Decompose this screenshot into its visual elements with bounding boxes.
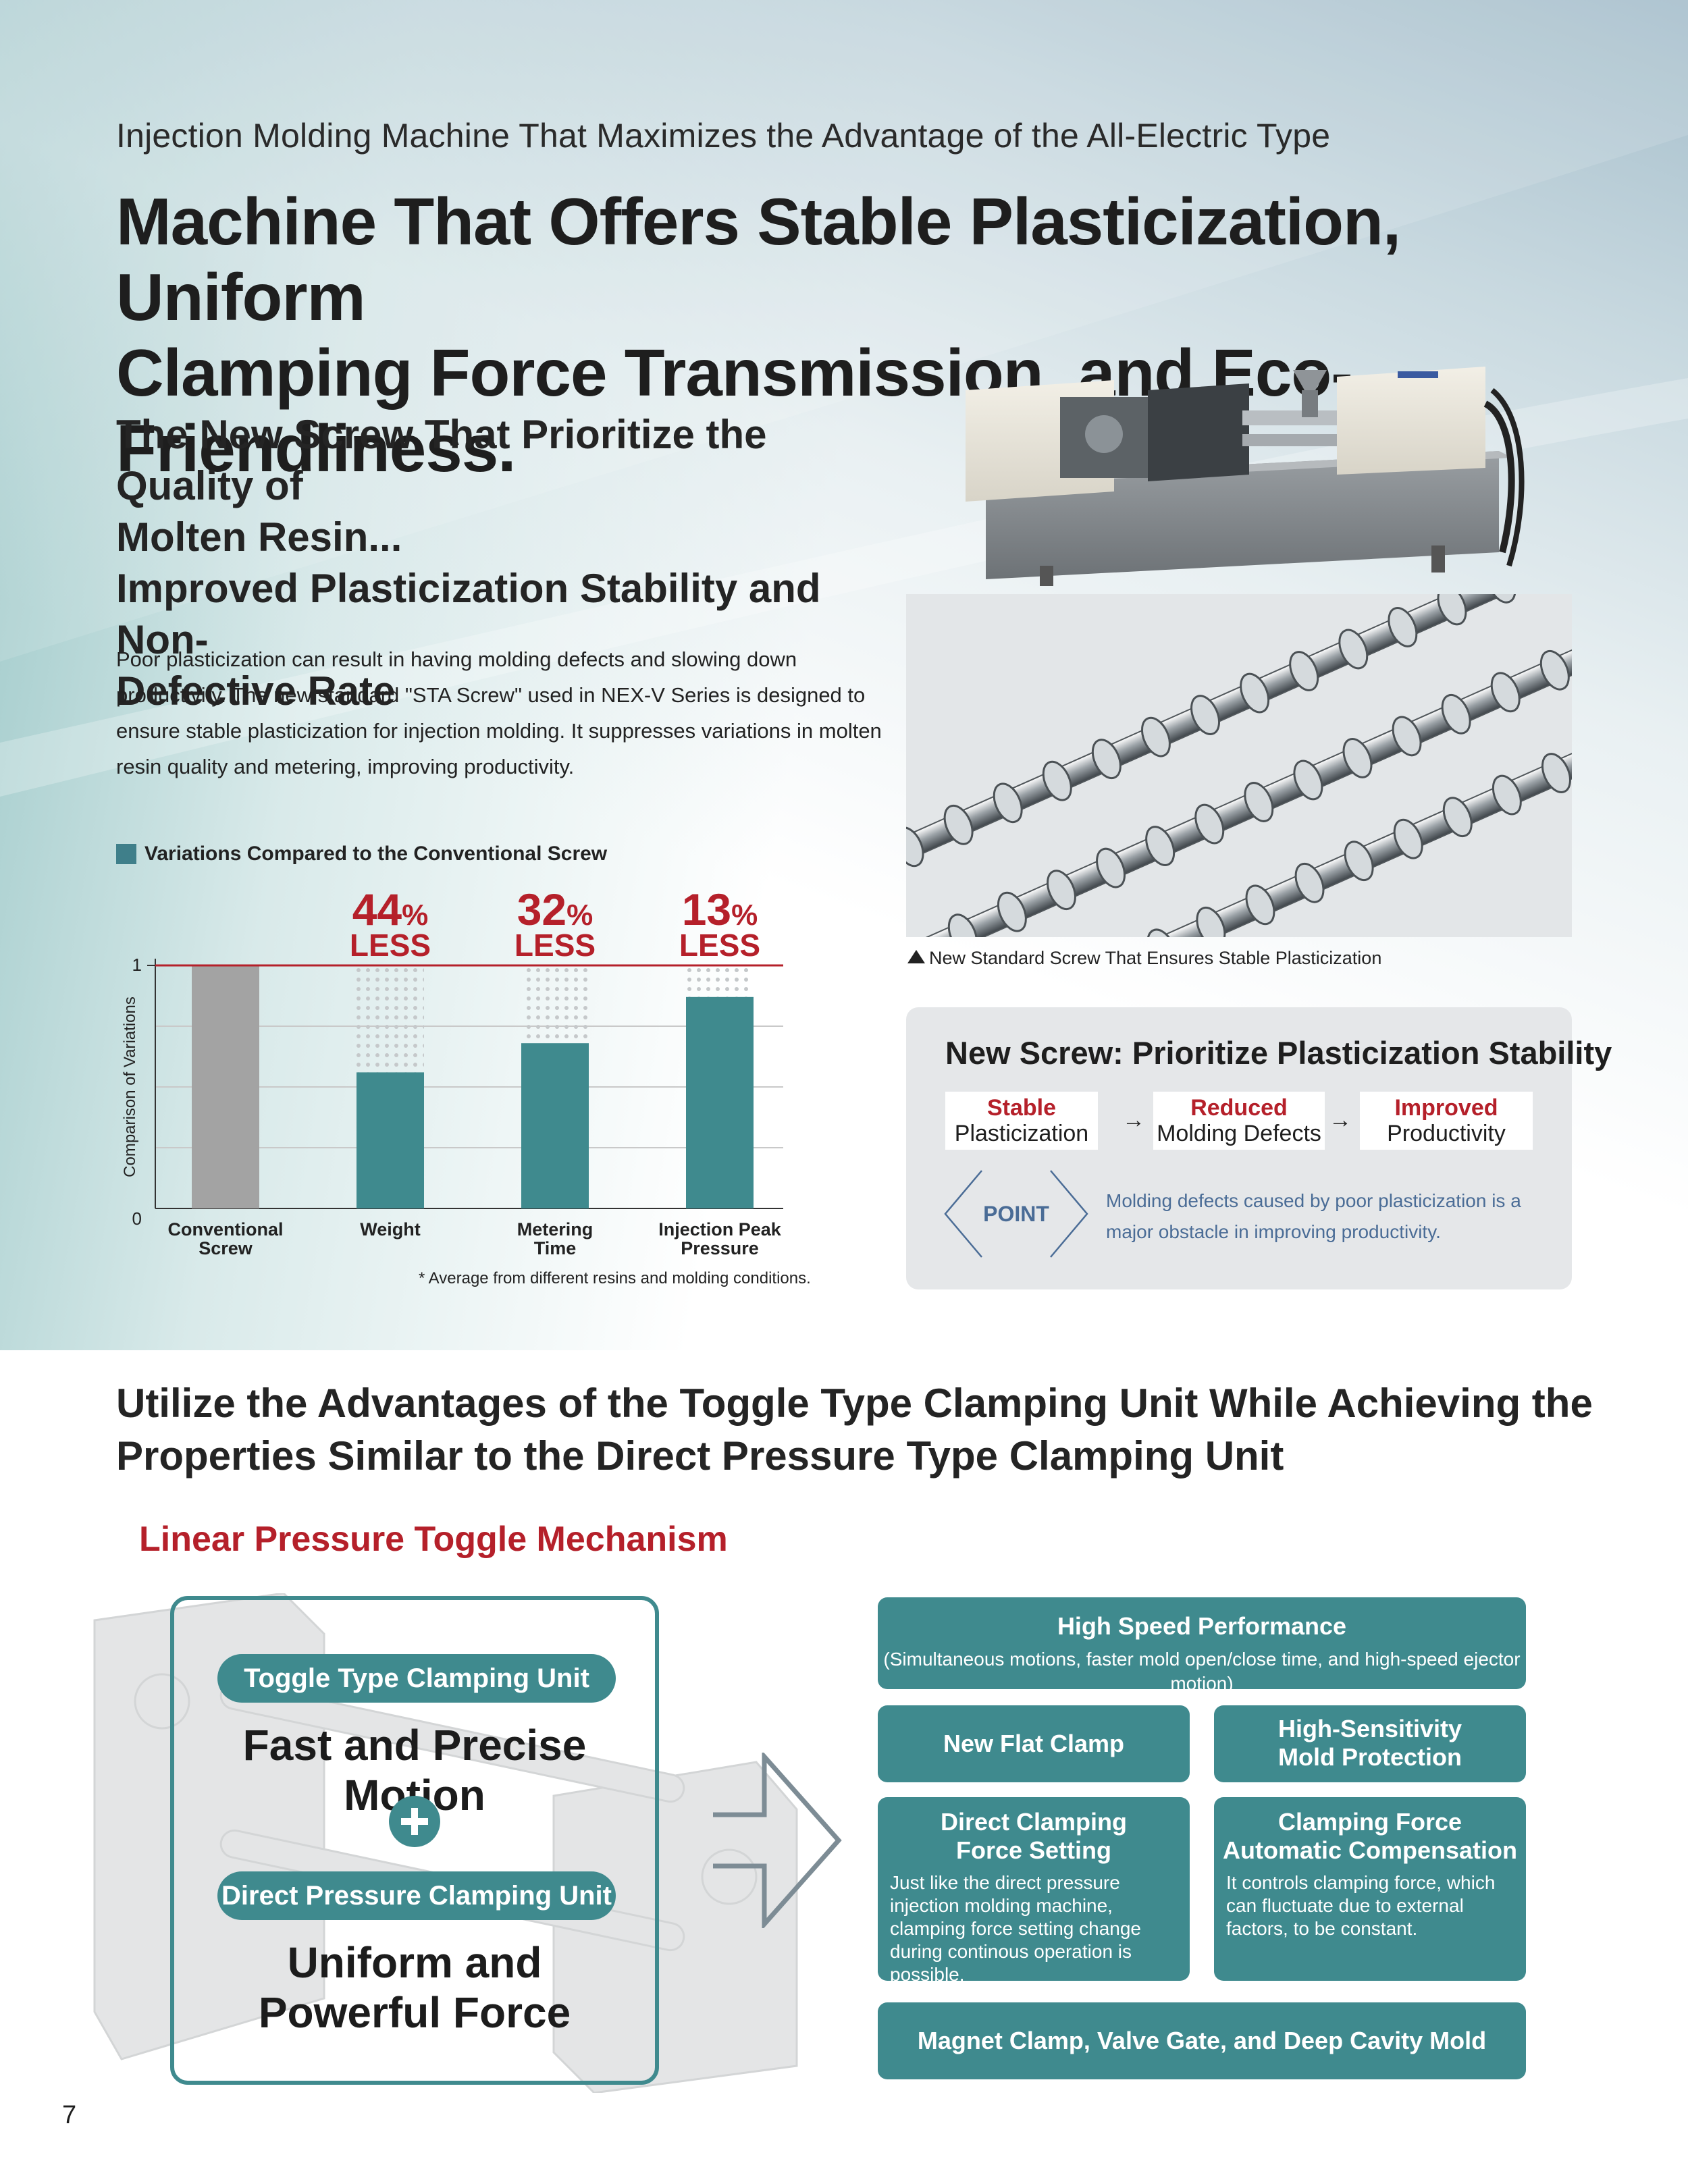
x-tick-label: Injection Peak bbox=[658, 1219, 782, 1240]
flow-step-1-label: Plasticization bbox=[954, 1121, 1089, 1146]
flow-step-2-label: Molding Defects bbox=[1157, 1121, 1321, 1146]
x-tick-label: Conventional bbox=[167, 1219, 283, 1240]
point-label: POINT bbox=[983, 1202, 1049, 1226]
page-headline: Machine That Offers Stable Plasticizatio… bbox=[116, 184, 1642, 486]
section1-title-line-3: Improved Plasticization Stability and No… bbox=[116, 566, 821, 662]
large-arrow-right-icon bbox=[713, 1753, 842, 1928]
x-tick-label: Screw bbox=[199, 1238, 253, 1258]
bar-1 bbox=[357, 1072, 424, 1208]
feature-force-compensation: Clamping Force Automatic Compensation It… bbox=[1214, 1797, 1526, 1981]
chart-legend: Variations Compared to the Conventional … bbox=[116, 843, 607, 865]
bar-3 bbox=[686, 996, 754, 1208]
section2-title-line-2: Properties Similar to the Direct Pressur… bbox=[116, 1433, 1284, 1479]
y-axis-label: Comparison of Variations bbox=[121, 996, 139, 1177]
reduction-percent-label: 13% bbox=[682, 884, 758, 934]
variation-bar-chart: 1 0 Comparison of Variations ConventionalSc… bbox=[121, 884, 783, 1258]
x-tick-label: Time bbox=[534, 1238, 577, 1258]
bar-0 bbox=[192, 965, 259, 1208]
flow-arrow-icon: → bbox=[1329, 1107, 1352, 1133]
clamping-unit-illustration bbox=[93, 1593, 798, 2093]
reduction-less-label: LESS bbox=[515, 928, 596, 963]
feature-magnet-clamp: Magnet Clamp, Valve Gate, and Deep Cavit… bbox=[878, 2002, 1526, 2079]
reduction-percent-label: 44% bbox=[352, 884, 429, 934]
screw-photo bbox=[906, 594, 1572, 937]
direct-benefit-line-2: Powerful Force bbox=[258, 1988, 571, 2037]
feature-flat-clamp-title: New Flat Clamp bbox=[943, 1730, 1125, 1757]
feature-high-speed-title: High Speed Performance bbox=[1057, 1612, 1347, 1640]
legend-label: Variations Compared to the Conventional … bbox=[144, 843, 608, 865]
flow-step-3-label: Productivity bbox=[1387, 1121, 1506, 1146]
x-tick-label: Pressure bbox=[681, 1238, 759, 1258]
feature-mold-protection: High-Sensitivity Mold Protection bbox=[1214, 1705, 1526, 1782]
flow-step-improved-productivity: Improved Productivity bbox=[1360, 1092, 1533, 1150]
point-text: Molding defects caused by poor plasticiz… bbox=[1106, 1190, 1521, 1242]
direct-pressure-pill: Direct Pressure Clamping Unit bbox=[217, 1871, 616, 1920]
feature-high-speed: High Speed Performance (Simultaneous mot… bbox=[878, 1597, 1526, 1694]
section2-title: Utilize the Advantages of the Toggle Typ… bbox=[116, 1377, 1642, 1483]
x-tick-label: Metering bbox=[517, 1219, 594, 1240]
feature-direct-setting-line-1: Direct Clamping bbox=[940, 1808, 1128, 1836]
injection-molding-machine-image bbox=[966, 367, 1525, 586]
reduction-percent-label: 32% bbox=[517, 884, 594, 934]
section2-title-line-1: Utilize the Advantages of the Toggle Typ… bbox=[116, 1381, 1593, 1426]
feature-magnet-title: Magnet Clamp, Valve Gate, and Deep Cavit… bbox=[917, 2027, 1487, 2054]
photo-caption-text: New Standard Screw That Ensures Stable P… bbox=[929, 948, 1382, 968]
y-tick-label: 1 bbox=[132, 955, 142, 975]
chart-footnote: * Average from different resins and mold… bbox=[419, 1269, 811, 1287]
toggle-type-pill: Toggle Type Clamping Unit bbox=[217, 1654, 616, 1703]
feature-direct-clamping-setting: Direct Clamping Force Setting Just like … bbox=[878, 1797, 1190, 1985]
photo-caption: New Standard Screw That Ensures Stable P… bbox=[907, 948, 1381, 969]
toggle-benefit-text: Fast and Precise Motion bbox=[242, 1721, 587, 1819]
feature-direct-setting-desc: Just like the direct pressure injection … bbox=[890, 1872, 1141, 1985]
direct-benefit-line-1: Uniform and bbox=[287, 1938, 542, 1987]
feature-mold-protection-line-1: High-Sensitivity bbox=[1277, 1715, 1462, 1742]
feature-new-flat-clamp: New Flat Clamp bbox=[878, 1705, 1190, 1782]
feature-mold-protection-line-2: Mold Protection bbox=[1278, 1743, 1462, 1771]
legend-swatch bbox=[116, 844, 136, 864]
direct-benefit-text: Uniform and Powerful Force bbox=[170, 1938, 659, 2037]
flow-step-reduced-defects: Reduced Molding Defects bbox=[1153, 1092, 1325, 1150]
page-kicker: Injection Molding Machine That Maximizes… bbox=[116, 117, 1331, 155]
feature-high-speed-sub: (Simultaneous motions, faster mold open/… bbox=[883, 1649, 1521, 1694]
reduction-dots bbox=[686, 965, 754, 997]
section1-title-line-2: Molten Resin... bbox=[116, 514, 402, 560]
flow-step-1-highlight: Stable bbox=[986, 1095, 1057, 1121]
flow-step-stable-plasticization: Stable Plasticization bbox=[945, 1092, 1098, 1150]
mechanism-title: Linear Pressure Toggle Mechanism bbox=[139, 1520, 728, 1559]
flow-step-2-highlight: Reduced bbox=[1190, 1095, 1288, 1121]
section1-title-line-1: The New Screw That Prioritize the Qualit… bbox=[116, 412, 767, 508]
flow-step-3-highlight: Improved bbox=[1394, 1095, 1498, 1121]
mechanism-frame bbox=[170, 1596, 659, 2085]
y-tick-label: 0 bbox=[132, 1208, 142, 1229]
headline-line-1: Machine That Offers Stable Plasticizatio… bbox=[116, 184, 1401, 334]
feature-direct-setting-line-2: Force Setting bbox=[955, 1836, 1112, 1864]
section1-title: The New Screw That Prioritize the Qualit… bbox=[116, 409, 913, 717]
section1-body: Poor plasticization can result in having… bbox=[116, 647, 882, 778]
page-number: 7 bbox=[62, 2101, 77, 2129]
reduction-less-label: LESS bbox=[350, 928, 431, 963]
headline-line-2: Clamping Force Transmission, and Eco-Fri… bbox=[116, 336, 1353, 485]
bar-2 bbox=[521, 1043, 589, 1208]
flow-arrow-icon: → bbox=[1122, 1107, 1145, 1133]
new-screw-panel-title: New Screw: Prioritize Plasticization Sta… bbox=[945, 1035, 1612, 1071]
x-tick-label: Weight bbox=[360, 1219, 421, 1240]
feature-compensation-desc: It controls clamping force, which can fl… bbox=[1226, 1872, 1496, 1939]
triangle-up-icon bbox=[907, 950, 925, 963]
point-hexagon-icon bbox=[944, 1170, 1088, 1258]
feature-compensation-line-1: Clamping Force bbox=[1277, 1808, 1462, 1836]
feature-compensation-line-2: Automatic Compensation bbox=[1222, 1836, 1518, 1864]
reduction-less-label: LESS bbox=[679, 928, 760, 963]
reduction-dots bbox=[357, 965, 424, 1073]
reduction-dots bbox=[521, 965, 589, 1044]
section1-title-line-4: Defective Rate bbox=[116, 668, 396, 714]
plus-icon bbox=[389, 1796, 440, 1847]
